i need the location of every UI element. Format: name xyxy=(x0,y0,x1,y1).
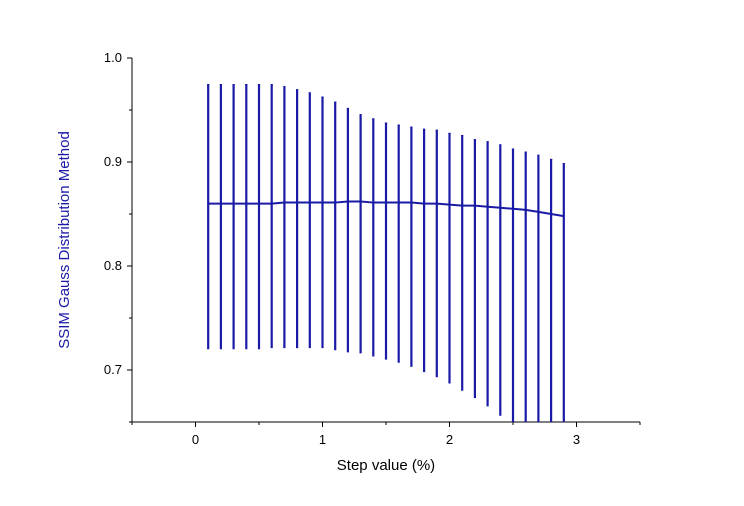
data-point xyxy=(385,201,387,204)
data-point xyxy=(232,202,235,205)
x-tick-label: 3 xyxy=(573,432,580,447)
data-point xyxy=(486,205,489,208)
data-point xyxy=(283,201,286,204)
y-tick-label: 0.7 xyxy=(104,362,122,377)
data-point xyxy=(423,202,425,205)
data-point xyxy=(550,213,552,215)
axes: 0 1 2 3 0.7 0.8 0.9 1.0 xyxy=(104,50,641,447)
data-point xyxy=(321,201,324,204)
data-point xyxy=(258,202,260,205)
data-point xyxy=(309,201,311,204)
y-tick-label: 0.9 xyxy=(104,154,122,169)
data-point xyxy=(512,208,514,210)
data-point xyxy=(524,209,527,211)
x-tick-label: 0 xyxy=(192,432,199,447)
data-point xyxy=(537,211,540,213)
data-marks xyxy=(207,84,565,422)
data-point xyxy=(334,201,337,204)
data-point xyxy=(563,215,565,217)
data-point xyxy=(461,204,464,207)
data-point xyxy=(270,202,273,205)
x-axis-label: Step value (%) xyxy=(337,457,435,474)
y-tick-label: 1.0 xyxy=(104,50,122,65)
data-point xyxy=(245,202,248,205)
data-point xyxy=(474,204,476,207)
y-axis-label: SSIM Gauss Distribution Method xyxy=(56,131,73,349)
data-point xyxy=(359,200,362,203)
data-point xyxy=(499,206,502,209)
data-point xyxy=(397,201,400,204)
data-point xyxy=(207,202,209,205)
y-tick-label: 0.8 xyxy=(104,258,122,273)
data-point xyxy=(448,203,451,206)
data-point xyxy=(410,201,413,204)
data-point xyxy=(296,201,298,204)
x-tick-label: 1 xyxy=(319,432,326,447)
data-point xyxy=(347,200,349,203)
data-point xyxy=(220,202,222,205)
data-point xyxy=(436,202,438,205)
data-point xyxy=(372,201,375,204)
x-tick-label: 2 xyxy=(446,432,453,447)
